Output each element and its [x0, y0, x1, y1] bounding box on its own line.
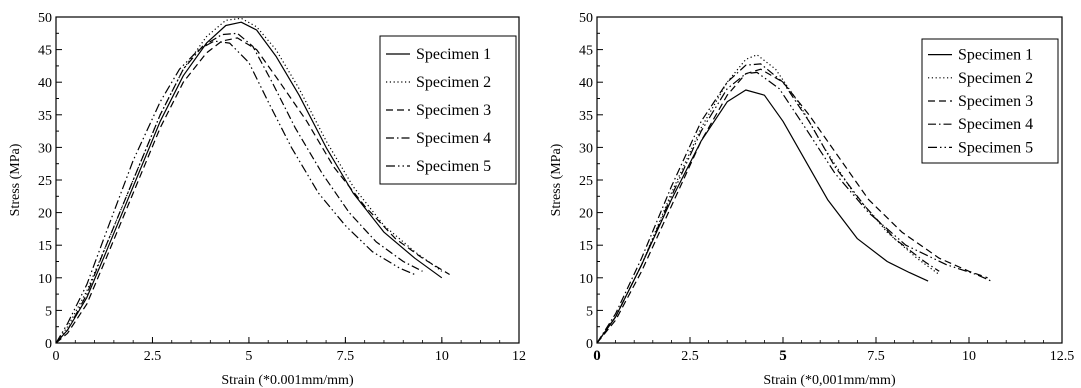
legend-label: Specimen 2: [958, 70, 1033, 87]
x-tick-label: 12: [512, 349, 526, 364]
series-line-specimen-4: [55, 32, 423, 344]
chart-left: 0 5 10 15 20 25 30 35 40 45 50 0 2.5 5 7.5 10 12 Strain (…: [8, 11, 526, 388]
series-line-specimen-3: [55, 37, 450, 344]
x-tick-label: 12.5: [1050, 349, 1075, 364]
y-tick-label: 0: [586, 337, 593, 352]
y-tick-label: 50: [579, 11, 593, 26]
y-tick-label: 50: [38, 11, 52, 26]
y-tick-label: 45: [38, 44, 52, 59]
chart-right: 0 5 10 15 20 25 30 35 40 45 50 0 2.5 5 7.5 10 12.5 Strain…: [549, 11, 1074, 388]
y-tick-label: 40: [38, 76, 52, 91]
y-axis-label: Stress (MPa): [8, 143, 23, 216]
y-tick-label: 20: [38, 207, 52, 222]
y-tick-label: 15: [579, 239, 593, 254]
x-tick-label: 5: [245, 349, 252, 364]
y-tick-label: 25: [38, 174, 52, 189]
x-axis-label: Strain (*0.001mm/mm): [221, 373, 354, 388]
x-tick-label: 0: [593, 348, 601, 364]
y-tick-label: 10: [579, 272, 593, 287]
y-axis-label: Stress (MPa): [549, 143, 564, 216]
legend-label: Specimen 5: [958, 139, 1033, 156]
x-tick-label: 10: [962, 349, 976, 364]
y-tick-label: 35: [38, 109, 52, 124]
legend-label: Specimen 2: [416, 74, 491, 91]
y-tick-label: 0: [45, 337, 52, 352]
series-line-specimen-2: [596, 54, 940, 344]
x-tick-label: 5: [779, 348, 787, 364]
y-tick-label: 5: [45, 304, 52, 319]
legend-label: Specimen 4: [958, 116, 1033, 133]
legend-label: Specimen 4: [416, 130, 491, 147]
legend-label: Specimen 1: [416, 46, 491, 63]
y-tick-label: 45: [579, 44, 593, 59]
x-tick-label: 2.5: [681, 349, 699, 364]
x-tick-label: 7.5: [337, 349, 355, 364]
series-line-specimen-1: [55, 21, 443, 344]
y-tick-label: 35: [579, 109, 593, 124]
series-line-specimen-1: [596, 89, 929, 344]
x-tick-label: 7.5: [867, 349, 885, 364]
y-tick-label: 20: [579, 207, 593, 222]
x-tick-label: 10: [435, 349, 449, 364]
y-tick-label: 15: [38, 239, 52, 254]
x-axis-label: Strain (*0,001mm/mm): [763, 373, 896, 388]
legend-label: Specimen 3: [416, 102, 491, 119]
series-line-specimen-4: [596, 63, 940, 344]
y-tick-label: 25: [579, 174, 593, 189]
legend-label: Specimen 1: [958, 47, 1033, 64]
x-tick-label: 2.5: [144, 349, 162, 364]
y-tick-label: 5: [586, 304, 593, 319]
y-tick-label: 10: [38, 272, 52, 287]
legend-label: Specimen 3: [958, 93, 1033, 110]
series-line-specimen-5: [596, 71, 992, 344]
legend: Specimen 1 Specimen 2 Specimen 3 Specimen 4…: [379, 35, 517, 185]
y-tick-label: 30: [38, 141, 52, 156]
x-tick-label: 0: [53, 349, 60, 364]
legend: Specimen 1 Specimen 2 Specimen 3 Specimen 4…: [921, 38, 1059, 164]
series-line-specimen-5: [55, 40, 416, 344]
series-line-specimen-3: [596, 68, 988, 344]
y-tick-label: 40: [579, 76, 593, 91]
y-tick-label: 30: [579, 141, 593, 156]
legend-label: Specimen 5: [416, 158, 491, 175]
